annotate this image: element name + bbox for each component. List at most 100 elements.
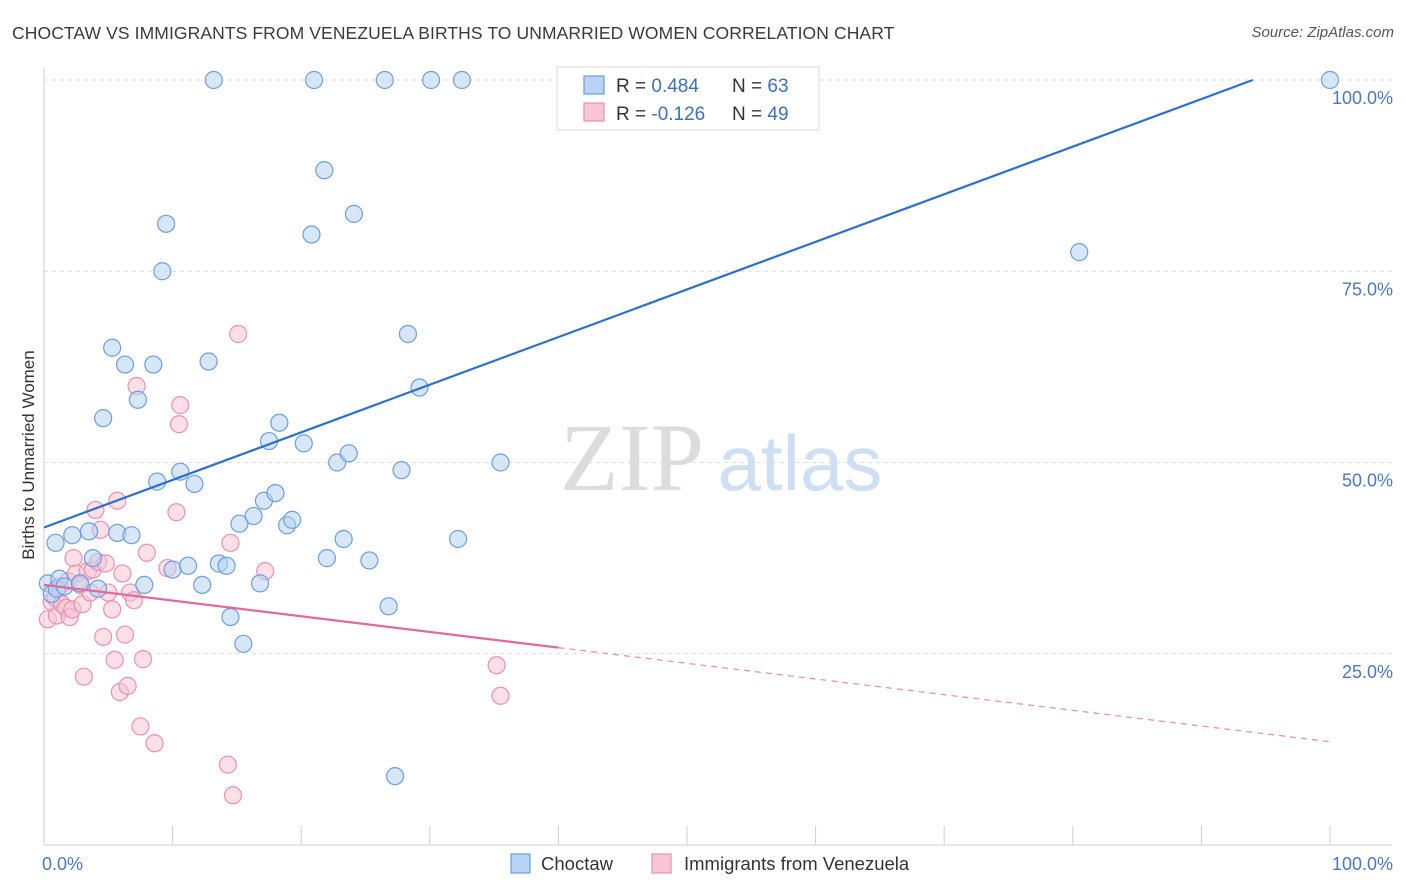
choctaw-point [421,70,441,90]
series-legend: Choctaw Immigrants from Venezuela [510,853,910,874]
trend-lines [43,78,1331,743]
legend-n-value: 63 [767,76,788,97]
choctaw-point [103,338,122,357]
venezuela-point [167,503,186,522]
choctaw-point [153,262,172,281]
choctaw-point [283,510,302,529]
choctaw-point [448,529,468,549]
legend-swatch-venezuela [651,853,672,874]
choctaw-point [250,574,270,593]
choctaw-point [344,204,364,223]
venezuela-point [487,656,506,675]
choctaw-point [234,634,253,653]
venezuela-point [118,676,137,695]
choctaw-point [244,506,263,526]
legend-n-label: N = [732,76,767,97]
choctaw-point [398,324,418,344]
venezuela-point [171,396,190,415]
choctaw-point [144,355,163,374]
legend-n-label: N = [732,104,767,125]
legend-label-venezuela: Immigrants from Venezuela [684,853,910,874]
choctaw-point [217,556,236,575]
choctaw-point [379,597,398,616]
stats-legend: R = 0.484 N = 63 R = -0.126 N = 49 [556,66,820,131]
legend-r-value: 0.484 [651,76,699,97]
choctaw-point [302,225,321,244]
venezuela-point [145,734,164,753]
x-tick-label: 0.0% [42,854,83,874]
x-tick-label: 100.0% [1332,854,1393,874]
y-tick-label: 50.0% [1342,471,1393,491]
legend-row-venezuela: R = -0.126 N = 49 [616,104,789,125]
choctaw-point [63,526,82,545]
venezuela-point [223,786,243,805]
trend-line-venezuela [43,583,559,649]
watermark: ZIP atlas [560,404,882,511]
choctaw-point [178,556,198,575]
choctaw-point [375,70,394,90]
legend-swatch-venezuela [583,102,605,122]
choctaw-point [230,514,249,533]
venezuela-point [169,415,189,434]
choctaw-point [115,355,135,374]
venezuela-point [64,549,83,568]
watermark-atlas: atlas [718,419,883,507]
choctaw-point [1320,70,1340,90]
choctaw-point [46,533,65,552]
axes [43,68,1392,846]
venezuela-point [94,627,113,647]
choctaw-point [88,579,108,598]
source-label: Source: ZipAtlas.com [1251,24,1394,41]
choctaw-point [334,529,353,549]
y-tick-label: 25.0% [1342,662,1393,682]
venezuela-points [38,324,510,805]
choctaw-point [157,214,176,233]
venezuela-point [133,650,153,669]
venezuela-point [221,533,240,552]
venezuela-point [86,500,105,520]
legend-swatch-choctaw [510,853,531,874]
choctaw-point [185,474,204,494]
trend-line-choctaw [43,78,1254,529]
choctaw-point [266,484,285,503]
choctaw-point [270,413,289,432]
legend-n-value: 49 [767,104,788,125]
choctaw-point [452,70,472,90]
y-tick-label: 75.0% [1342,279,1393,299]
legend-r-value: -0.126 [651,104,705,125]
legend-r-label: R = [616,76,651,97]
venezuela-point [113,564,132,583]
y-tick-label: 100.0% [1332,88,1393,108]
choctaw-point [339,444,358,463]
choctaw-point [221,607,240,627]
legend-swatch-choctaw [583,75,605,95]
choctaw-point [135,575,154,595]
choctaw-point [79,522,99,541]
choctaw-point [193,575,212,595]
venezuela-point [137,543,156,562]
choctaw-point [315,161,334,180]
choctaw-point [122,526,141,545]
choctaw-point [1070,243,1089,262]
grid-lines [44,79,1392,655]
choctaw-point [199,352,218,371]
venezuela-point [103,600,122,619]
tick-labels: 25.0% 50.0% 75.0% 100.0% 0.0% 100.0% [42,88,1393,874]
choctaw-point [94,409,113,428]
legend-label-choctaw: Choctaw [541,853,614,874]
choctaw-point [392,461,411,480]
choctaw-point [491,453,510,472]
choctaw-point [83,549,102,568]
choctaw-point [163,560,182,579]
choctaw-point [304,70,324,90]
legend-row-choctaw: R = 0.484 N = 63 [616,76,789,97]
choctaw-point [385,767,405,786]
choctaw-point [70,574,90,593]
choctaw-point [204,70,223,90]
venezuela-point [218,755,237,774]
watermark-zip: ZIP [560,404,704,511]
venezuela-point [74,667,93,686]
venezuela-point [229,324,248,344]
choctaw-point [128,390,147,409]
